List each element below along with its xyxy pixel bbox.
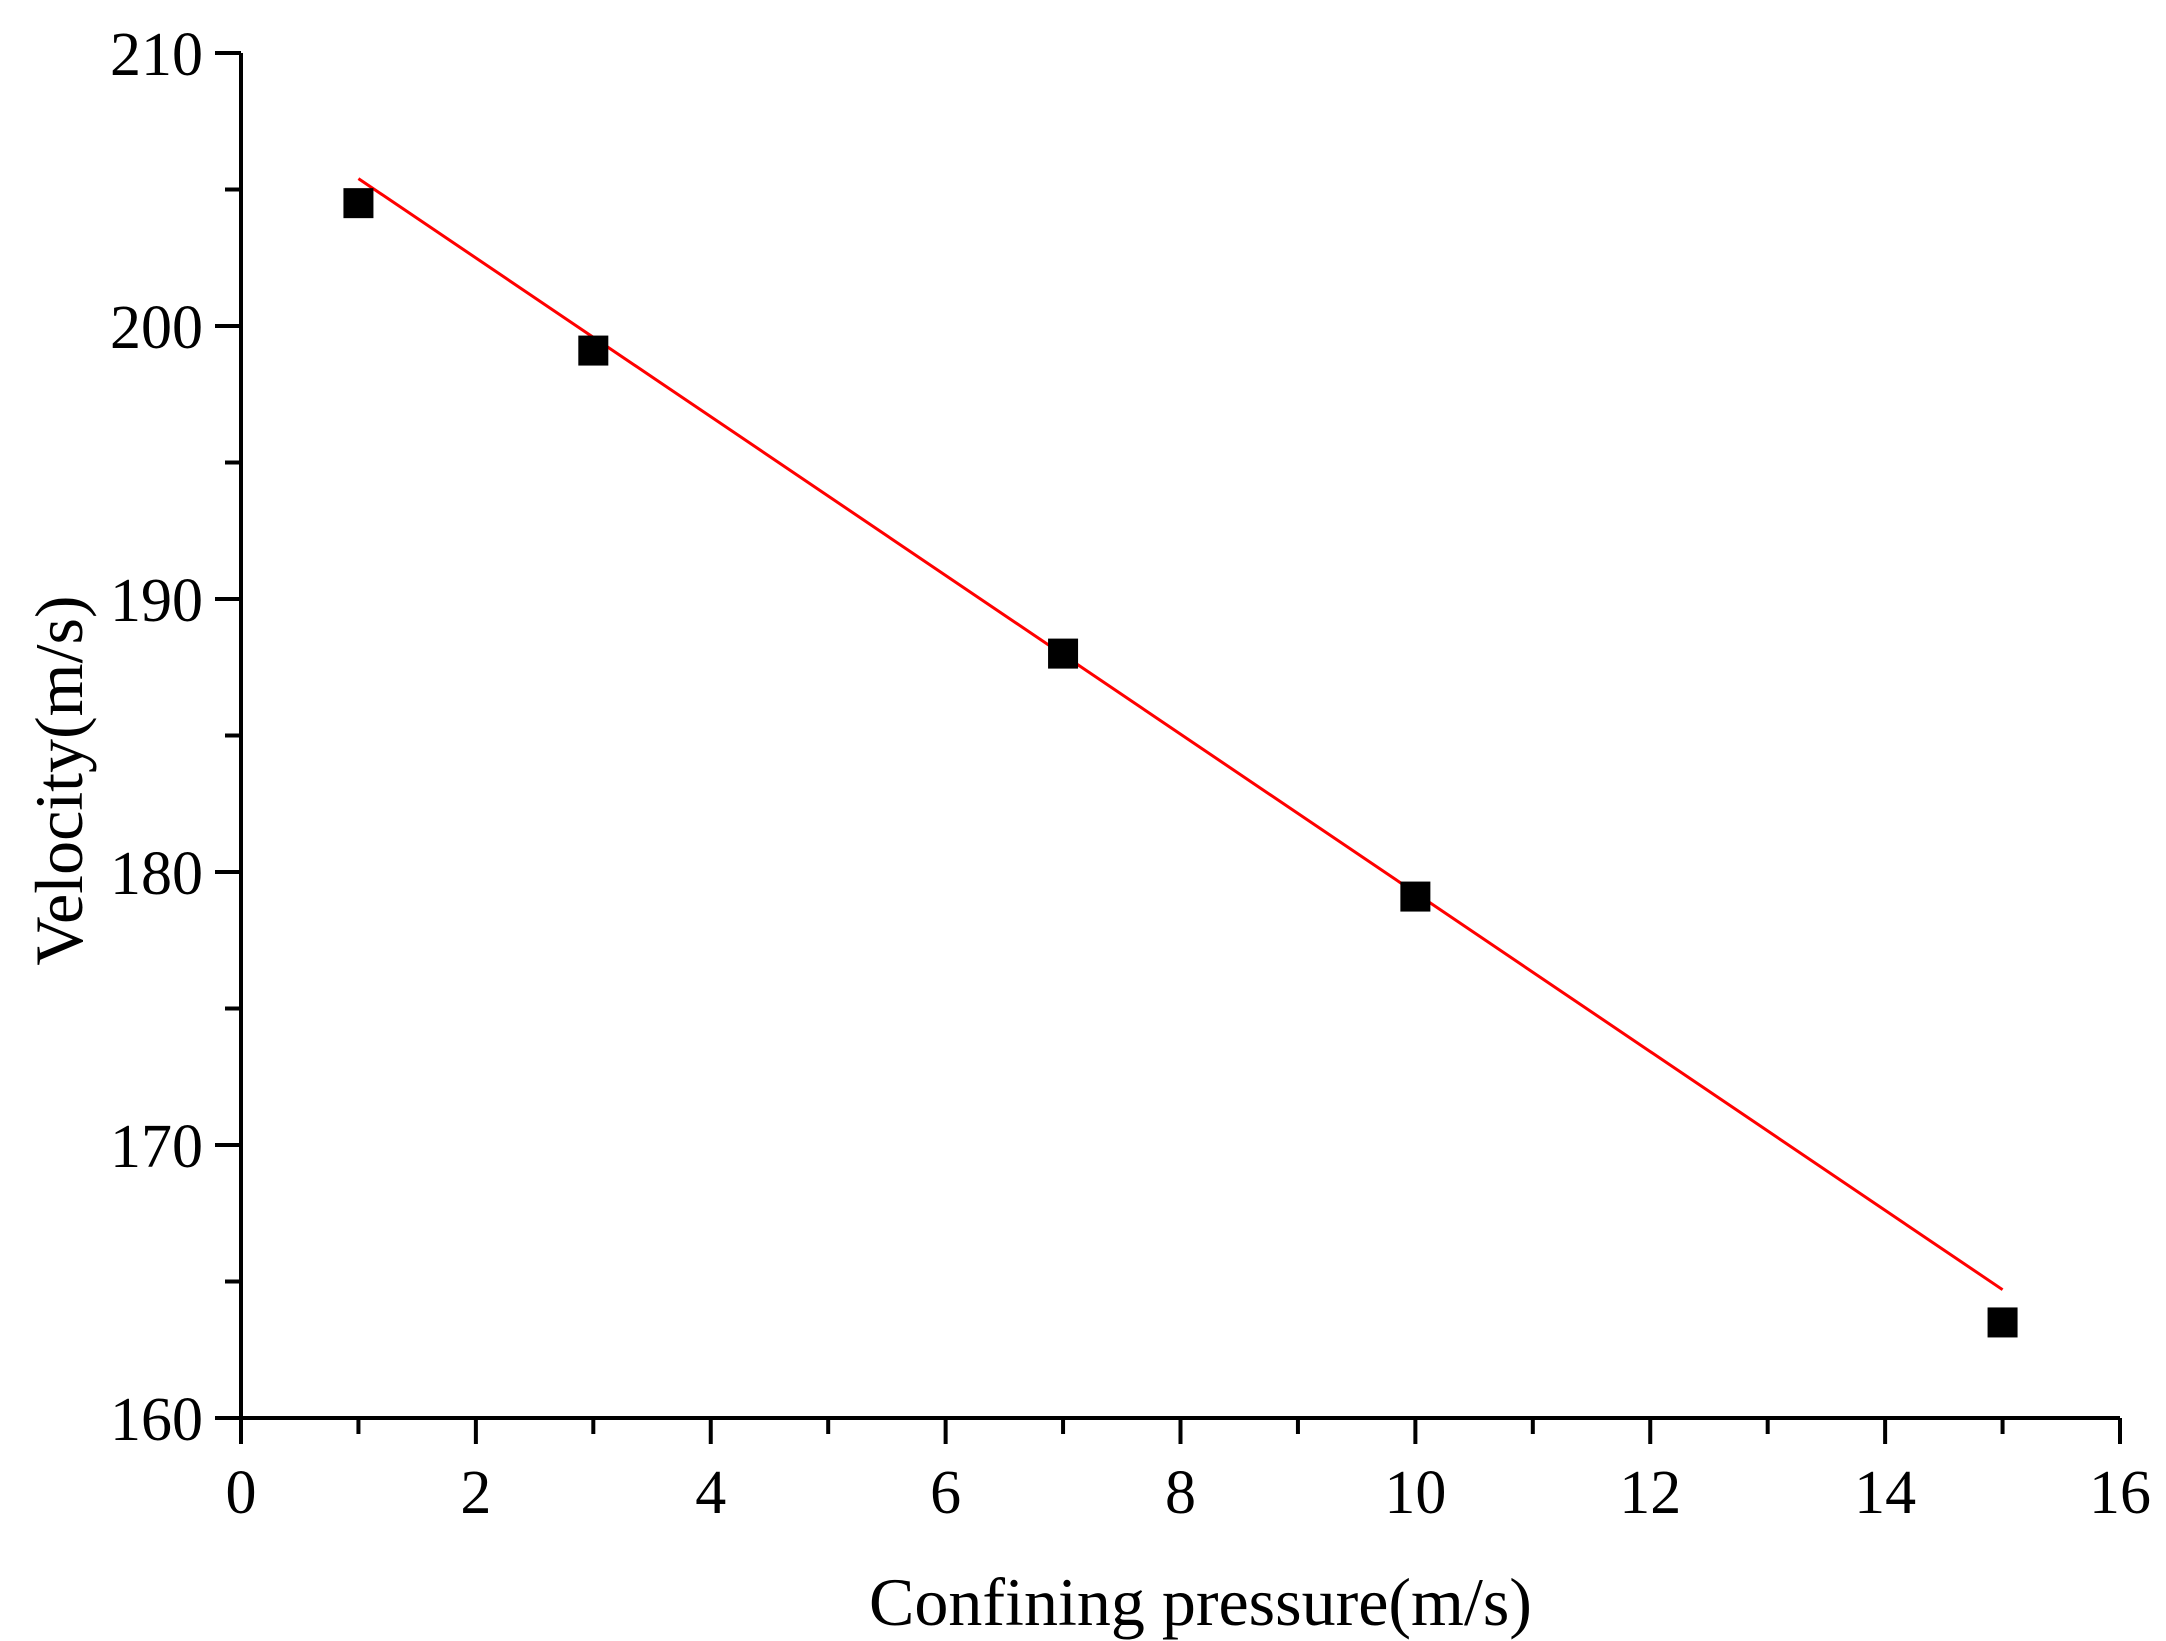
y-tick-label: 210 bbox=[110, 21, 203, 89]
y-tick-label: 170 bbox=[110, 1113, 203, 1181]
x-tick-label: 16 bbox=[2089, 1459, 2151, 1527]
data-point bbox=[1400, 881, 1431, 912]
data-point bbox=[578, 335, 609, 366]
y-tick-label: 190 bbox=[110, 567, 203, 635]
x-tick-label: 14 bbox=[1854, 1459, 1916, 1527]
data-point bbox=[1048, 638, 1079, 669]
x-tick-label: 10 bbox=[1384, 1459, 1446, 1527]
y-tick-label: 200 bbox=[110, 294, 203, 362]
axes bbox=[239, 53, 2120, 1420]
x-tick-label: 8 bbox=[1165, 1459, 1196, 1527]
x-tick-label: 6 bbox=[930, 1459, 961, 1527]
data-point bbox=[1987, 1307, 2018, 1338]
data-points bbox=[343, 188, 2018, 1338]
x-axis-title: Confining pressure(m/s) bbox=[869, 1564, 1532, 1640]
axis-ticks: 0 2 4 6 8 10 12 14 16 160 170 180 190 200 210 bbox=[110, 21, 2151, 1527]
fit-line-layer bbox=[357, 177, 2004, 1291]
linear-fit-line bbox=[357, 177, 2004, 1291]
y-tick-label: 160 bbox=[110, 1386, 203, 1454]
x-tick-label: 4 bbox=[695, 1459, 726, 1527]
data-point bbox=[343, 188, 374, 219]
x-tick-label: 12 bbox=[1619, 1459, 1681, 1527]
x-tick-label: 2 bbox=[460, 1459, 491, 1527]
y-axis-title: Velocity(m/s) bbox=[21, 595, 97, 965]
y-tick-label: 180 bbox=[110, 840, 203, 908]
x-tick-label: 0 bbox=[226, 1459, 257, 1527]
